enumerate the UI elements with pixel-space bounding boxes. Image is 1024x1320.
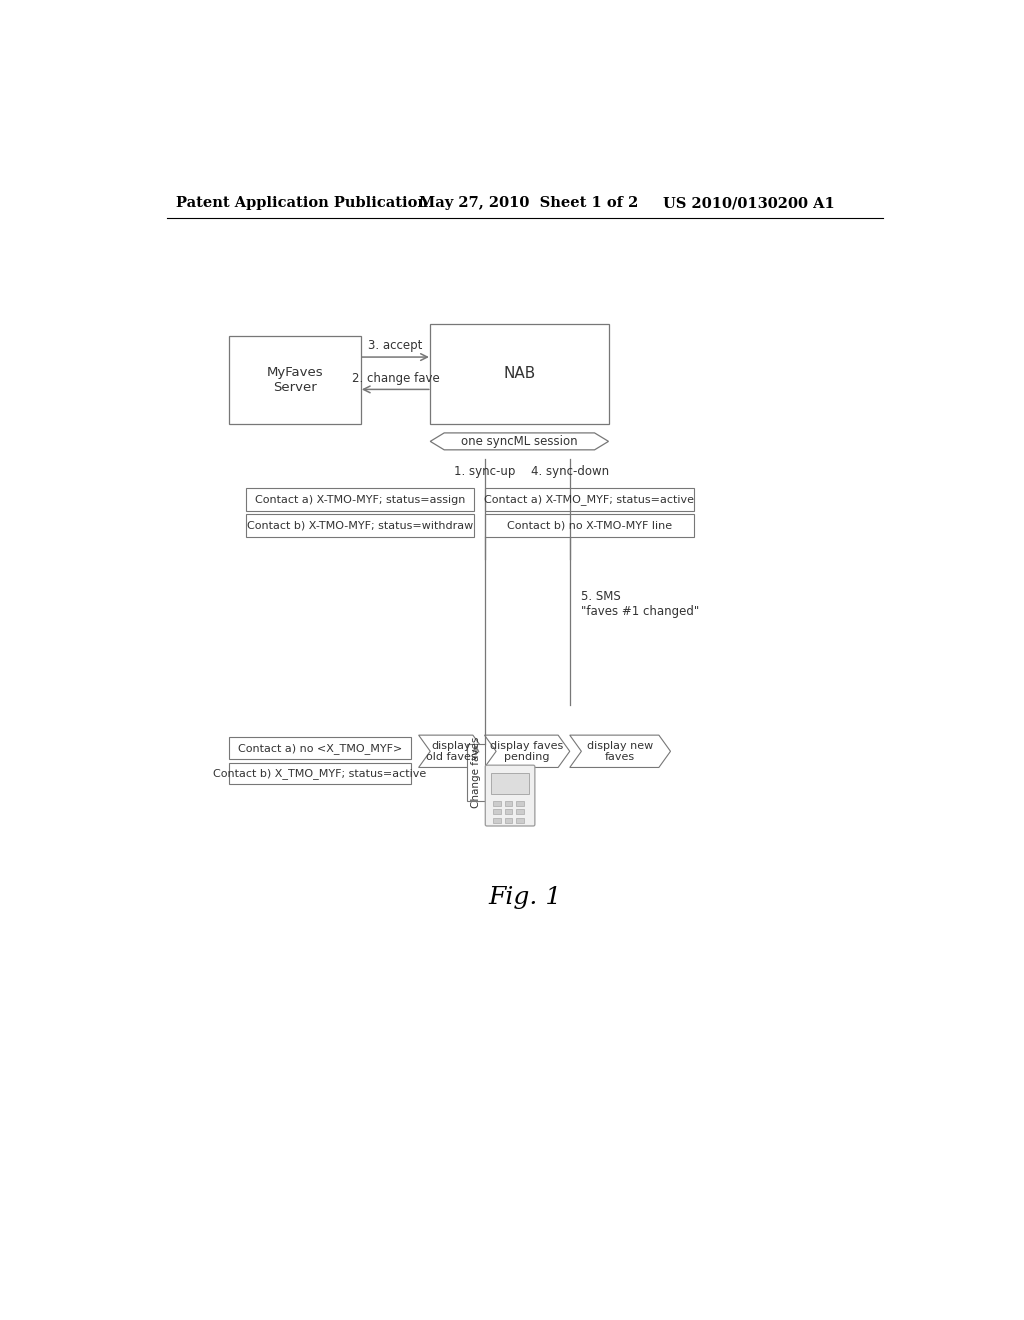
FancyBboxPatch shape <box>505 809 512 814</box>
Text: display new
faves: display new faves <box>587 741 653 762</box>
FancyBboxPatch shape <box>492 774 528 795</box>
FancyBboxPatch shape <box>228 763 411 784</box>
Text: Contact b) no X-TMO-MYF line: Contact b) no X-TMO-MYF line <box>507 520 672 531</box>
FancyBboxPatch shape <box>228 738 411 759</box>
Text: Patent Application Publication: Patent Application Publication <box>176 197 428 210</box>
Text: May 27, 2010  Sheet 1 of 2: May 27, 2010 Sheet 1 of 2 <box>419 197 638 210</box>
Text: 1. sync-up: 1. sync-up <box>454 465 515 478</box>
FancyBboxPatch shape <box>493 800 501 807</box>
Text: Contact a) X-TMO-MYF; status=assign: Contact a) X-TMO-MYF; status=assign <box>255 495 465 504</box>
FancyBboxPatch shape <box>228 335 360 424</box>
FancyBboxPatch shape <box>516 809 524 814</box>
Text: display faves
pending: display faves pending <box>490 741 564 762</box>
FancyBboxPatch shape <box>516 817 524 822</box>
Text: display
old faves: display old faves <box>426 741 477 762</box>
FancyBboxPatch shape <box>246 488 474 511</box>
Text: Change faves: Change faves <box>471 737 481 808</box>
FancyBboxPatch shape <box>493 817 501 822</box>
Text: Contact b) X_TMO_MYF; status=active: Contact b) X_TMO_MYF; status=active <box>213 768 426 779</box>
Text: 3. accept: 3. accept <box>369 339 423 352</box>
FancyBboxPatch shape <box>430 323 608 424</box>
Text: 5. SMS
"faves #1 changed": 5. SMS "faves #1 changed" <box>582 590 699 618</box>
Text: US 2010/0130200 A1: US 2010/0130200 A1 <box>663 197 835 210</box>
Text: 2. change fave: 2. change fave <box>351 372 439 385</box>
Text: 4. sync-down: 4. sync-down <box>530 465 609 478</box>
Polygon shape <box>569 735 671 767</box>
FancyBboxPatch shape <box>493 809 501 814</box>
FancyBboxPatch shape <box>485 766 535 826</box>
Text: Contact b) X-TMO-MYF; status=withdraw: Contact b) X-TMO-MYF; status=withdraw <box>247 520 473 531</box>
Text: MyFaves
Server: MyFaves Server <box>266 366 323 393</box>
Text: Contact a) X-TMO_MYF; status=active: Contact a) X-TMO_MYF; status=active <box>484 494 694 506</box>
Polygon shape <box>419 735 484 767</box>
Polygon shape <box>430 433 608 450</box>
FancyBboxPatch shape <box>246 515 474 537</box>
FancyBboxPatch shape <box>516 800 524 807</box>
FancyBboxPatch shape <box>484 515 693 537</box>
Polygon shape <box>484 735 569 767</box>
Text: Fig. 1: Fig. 1 <box>488 886 561 909</box>
Text: one syncML session: one syncML session <box>461 434 578 447</box>
FancyBboxPatch shape <box>505 817 512 822</box>
Text: Contact a) no <X_TMO_MYF>: Contact a) no <X_TMO_MYF> <box>238 743 402 754</box>
FancyBboxPatch shape <box>484 488 693 511</box>
FancyBboxPatch shape <box>467 743 484 801</box>
FancyBboxPatch shape <box>505 800 512 807</box>
Text: NAB: NAB <box>503 367 536 381</box>
